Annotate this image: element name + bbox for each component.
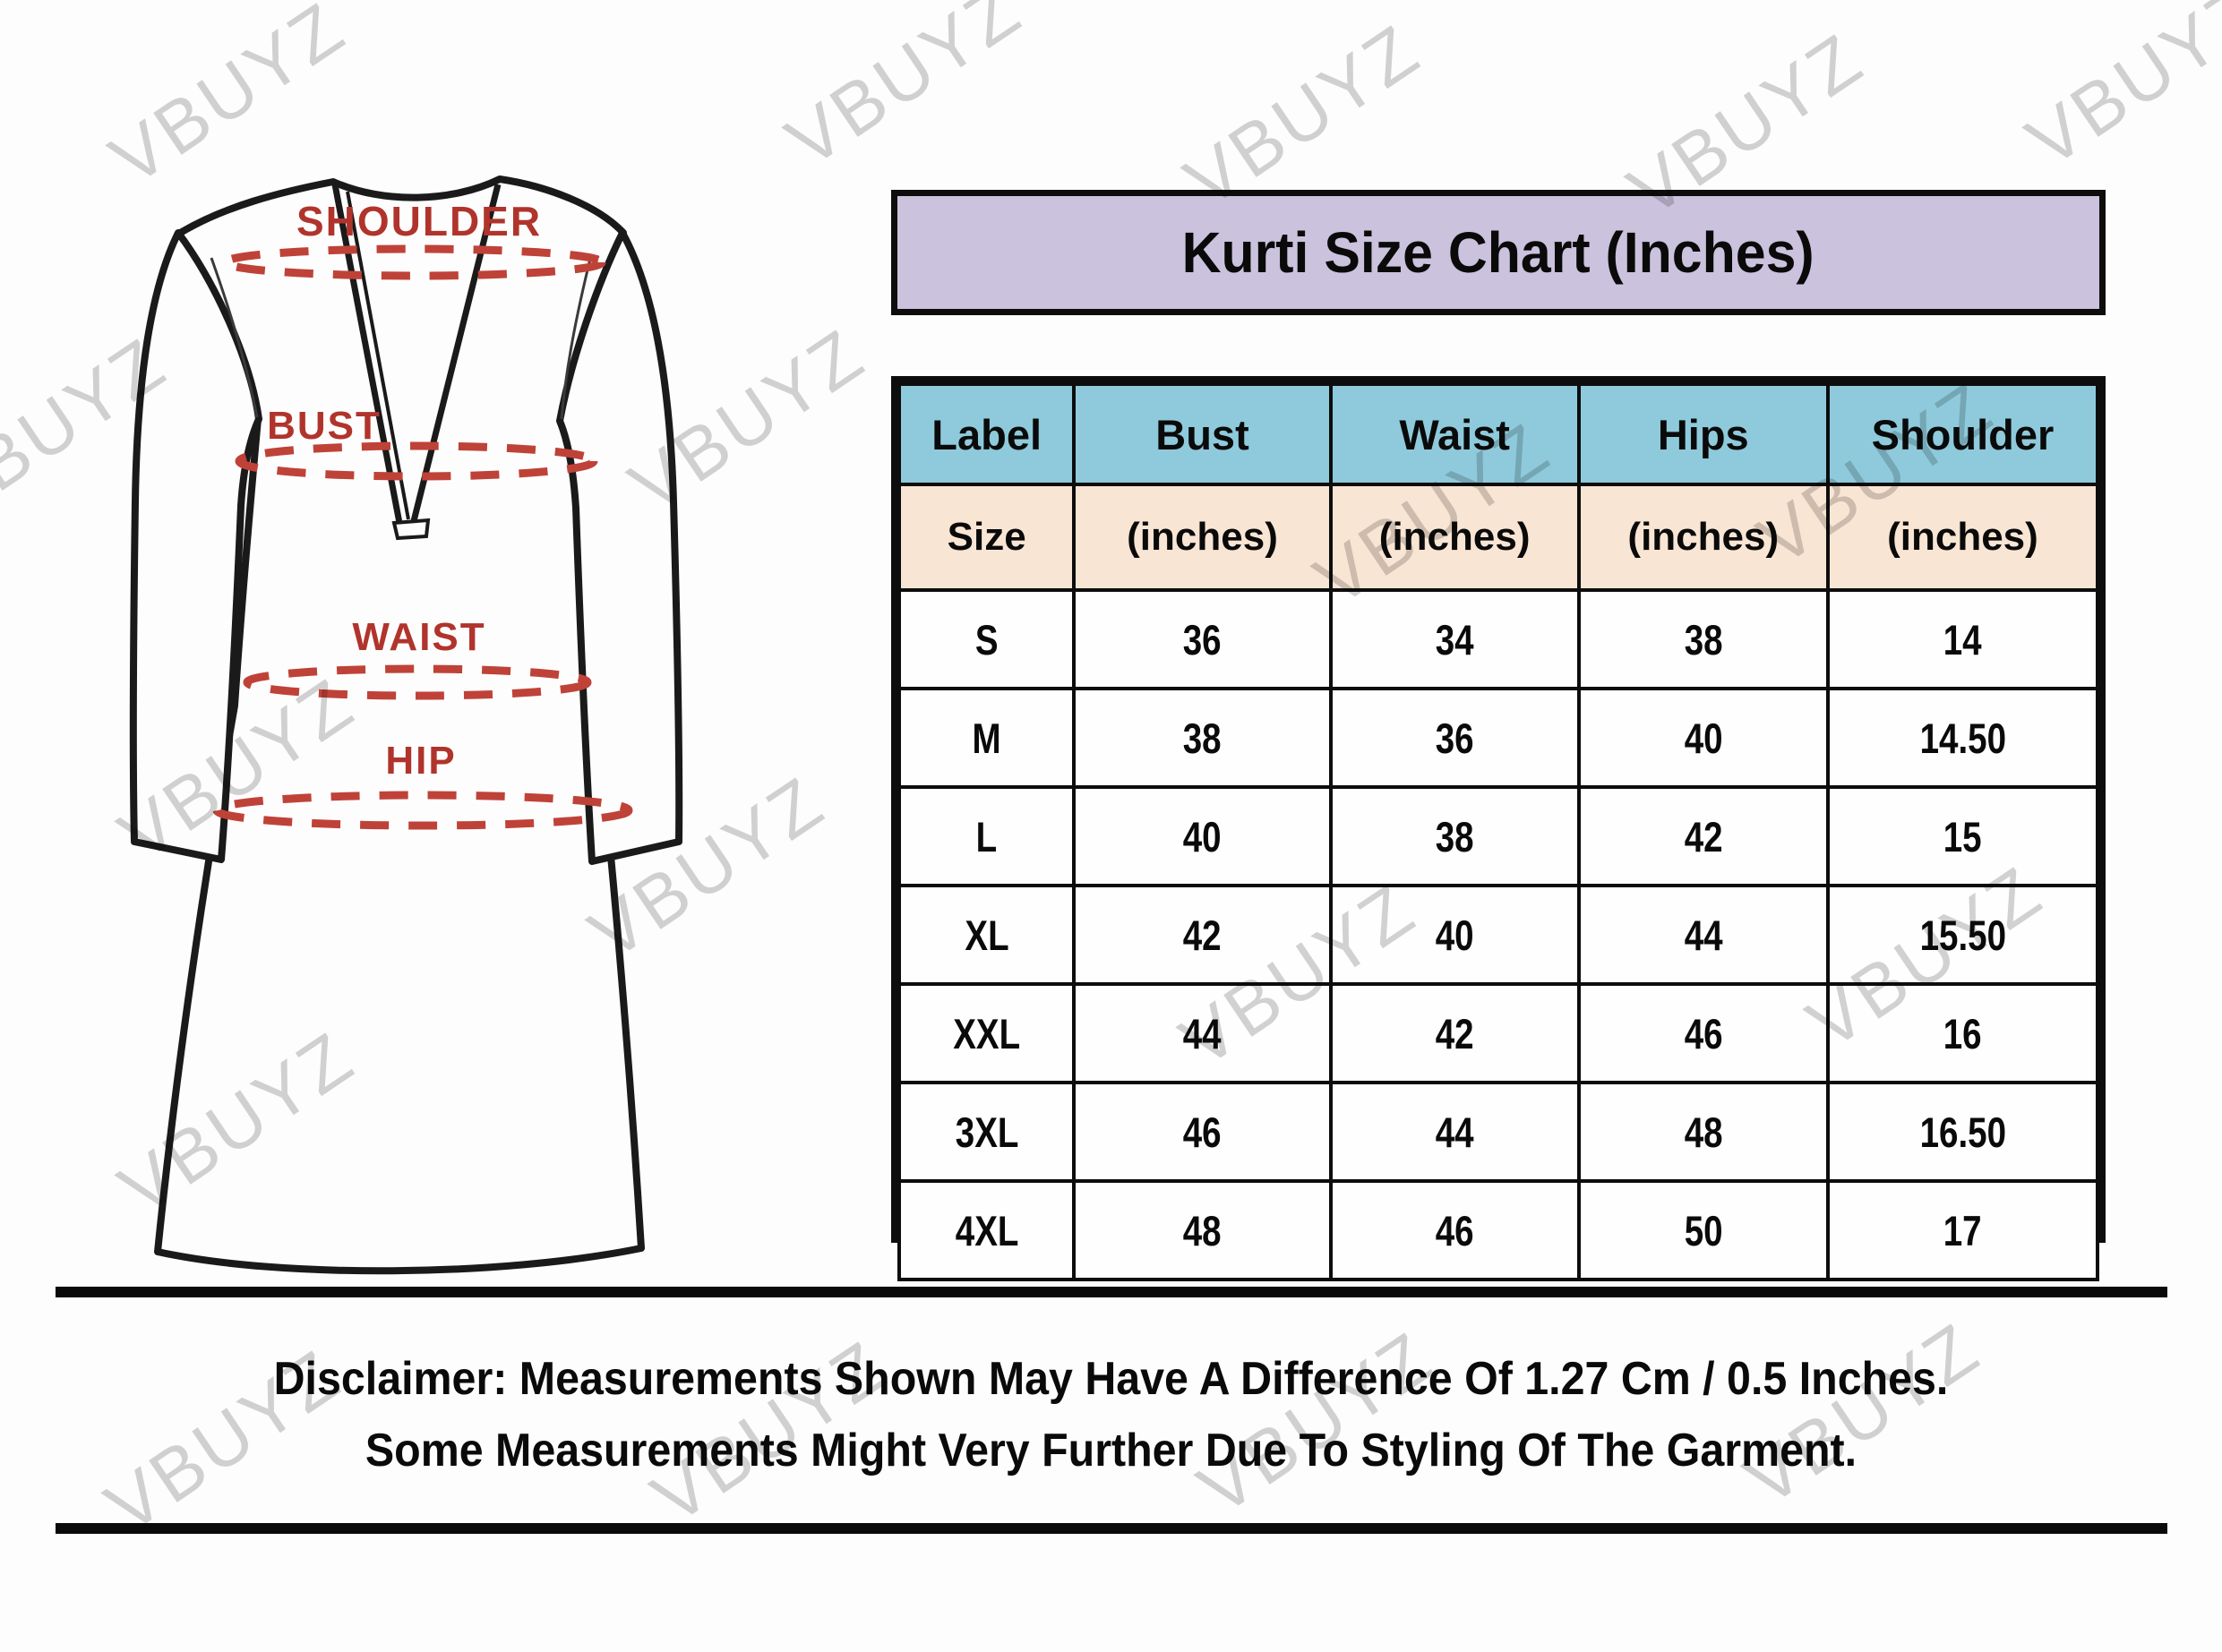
waist-cell: 44 [1435, 1108, 1474, 1156]
units-cell: (inches) [1576, 483, 1830, 592]
table-row-m: M 38 36 40 14.50 [897, 687, 2100, 789]
units-row: Size (inches) (inches) (inches) (inches) [897, 483, 2100, 592]
bust-cell: 36 [1183, 615, 1222, 663]
kurti-diagram: SHOULDER BUST WAIST HIP [129, 175, 683, 1275]
size-cell: 4XL [955, 1206, 1019, 1254]
bust-dash-line [235, 441, 598, 481]
hip-dash-line [212, 791, 633, 830]
right-armhole-seam [560, 254, 593, 420]
watermark-text: VBUYZ [772, 0, 1036, 184]
waist-cell: 34 [1435, 615, 1474, 663]
shoulder-cell: 16 [1943, 1009, 1982, 1057]
waist-cell: 46 [1435, 1206, 1474, 1254]
shoulder-cell: 17 [1943, 1206, 1982, 1254]
waist-label: WAIST [352, 615, 485, 659]
disclaimer-line-1: Disclaimer: Measurements Shown May Have … [273, 1353, 1949, 1405]
hip-label: HIP [385, 739, 456, 783]
table-row-s: S 36 34 38 14 [897, 588, 2100, 690]
col-header-shoulder: Shoulder [1825, 382, 2100, 486]
divider-line-bottom [56, 1523, 2167, 1534]
shoulder-dash-line [221, 244, 606, 280]
shoulder-cell: 14 [1943, 615, 1982, 663]
size-table-container: Label Bust Waist Hips Shoulder Size (inc… [891, 376, 2106, 1281]
hips-cell: 46 [1684, 1009, 1723, 1057]
bust-cell: 48 [1183, 1206, 1222, 1254]
bust-cell: 42 [1183, 911, 1222, 959]
hips-cell: 44 [1684, 911, 1723, 959]
units-cell: (inches) [1825, 483, 2100, 592]
waist-cell: 42 [1435, 1009, 1474, 1057]
kurti-left-sleeve [129, 229, 262, 863]
size-cell: XL [965, 911, 1009, 959]
chart-title-bar: Kurti Size Chart (Inches) [891, 190, 2106, 315]
table-row-xxl: XXL 44 42 46 16 [897, 982, 2100, 1084]
waist-cell: 36 [1435, 714, 1474, 762]
bust-cell: 46 [1183, 1108, 1222, 1156]
neck-slit-left-edge [331, 184, 403, 524]
col-header-bust: Bust [1072, 382, 1333, 486]
shoulder-cell: 15.50 [1919, 911, 2006, 959]
bust-label: BUST [267, 404, 382, 448]
left-armhole-seam [210, 257, 259, 418]
divider-line-top [56, 1287, 2167, 1297]
table-row-l: L 40 38 42 15 [897, 785, 2100, 887]
waist-dash-line [243, 664, 592, 700]
chart-title: Kurti Size Chart (Inches) [1181, 220, 1815, 285]
neck-slit-right-edge [410, 184, 502, 522]
col-header-label: Label [897, 382, 1077, 486]
neck-slit-notch [391, 518, 431, 541]
hips-cell: 48 [1684, 1108, 1723, 1156]
table-row-xl: XL 42 40 44 15.50 [897, 884, 2100, 986]
size-cell: XXL [953, 1009, 1021, 1057]
shoulder-cell: 16.50 [1919, 1108, 2006, 1156]
waist-cell: 38 [1435, 812, 1474, 860]
disclaimer: Disclaimer: Measurements Shown May Have … [0, 1343, 2222, 1486]
size-cell: 3XL [955, 1108, 1019, 1156]
waist-cell: 40 [1435, 911, 1474, 959]
bust-cell: 40 [1183, 812, 1222, 860]
hips-cell: 38 [1684, 615, 1723, 663]
shoulder-cell: 15 [1943, 812, 1982, 860]
watermark-text: VBUYZ [2012, 0, 2222, 184]
hips-cell: 50 [1684, 1206, 1723, 1254]
size-cell: M [972, 714, 1001, 762]
disclaimer-line-2: Some Measurements Might Very Further Due… [365, 1425, 1857, 1477]
header-row: Label Bust Waist Hips Shoulder [897, 382, 2100, 486]
bust-cell: 44 [1183, 1009, 1222, 1057]
shoulder-label: SHOULDER [296, 198, 542, 244]
hips-cell: 42 [1684, 812, 1723, 860]
units-cell: (inches) [1072, 483, 1333, 592]
bust-cell: 38 [1183, 714, 1222, 762]
size-cell: L [975, 812, 998, 860]
units-cell: (inches) [1328, 483, 1581, 592]
table-row-4xl: 4XL 48 46 50 17 [897, 1179, 2100, 1281]
units-cell: Size [897, 483, 1077, 592]
neck-slit-inner-line [346, 191, 410, 520]
shoulder-cell: 14.50 [1919, 714, 2006, 762]
size-cell: S [974, 615, 999, 663]
hips-cell: 40 [1684, 714, 1723, 762]
size-table: Label Bust Waist Hips Shoulder Size (inc… [897, 382, 2100, 1281]
table-row-3xl: 3XL 46 44 48 16.50 [897, 1081, 2100, 1183]
col-header-waist: Waist [1328, 382, 1581, 486]
col-header-hips: Hips [1576, 382, 1830, 486]
